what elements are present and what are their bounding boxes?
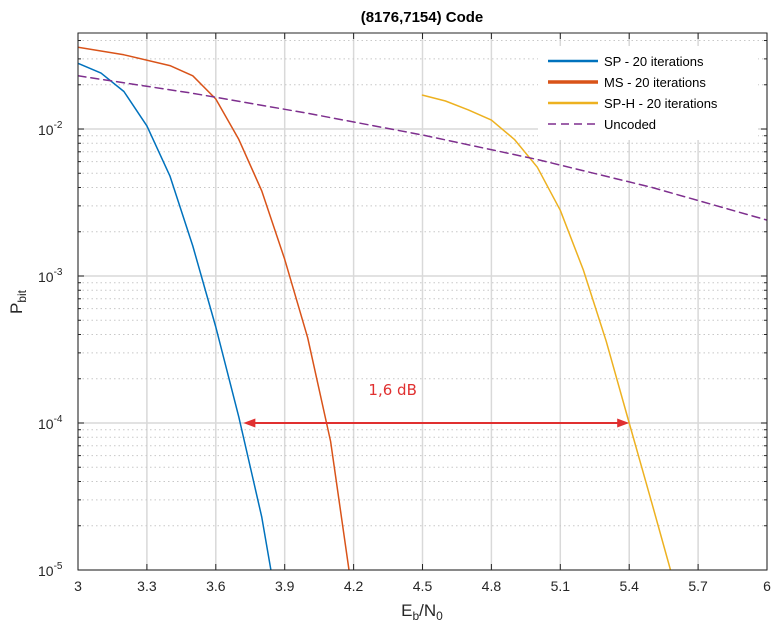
legend-entry-2: MS - 20 iterations xyxy=(604,75,706,90)
x-tick-label: 3.6 xyxy=(206,578,226,594)
y-tick-label: 10-4 xyxy=(38,414,63,432)
y-tick-label: 10-2 xyxy=(38,120,63,138)
series-line-3 xyxy=(421,94,672,570)
legend-entry-4: Uncoded xyxy=(604,117,656,132)
x-tick-label: 3.3 xyxy=(137,578,157,594)
x-tick-label: 3.9 xyxy=(275,578,295,594)
annotation-arrowhead-left xyxy=(243,418,256,428)
ticks xyxy=(77,33,768,571)
legend-entry-3: SP-H - 20 iterations xyxy=(604,96,718,111)
x-tick-label: 5.1 xyxy=(551,578,571,594)
annotation-label: 1,6 dB xyxy=(368,381,416,399)
x-tick-label: 3 xyxy=(74,578,82,594)
y-tick-label: 10-5 xyxy=(38,561,63,579)
legend: SP - 20 iterations MS - 20 iterations SP-H… xyxy=(538,46,758,140)
series-line-1 xyxy=(78,62,272,570)
x-tick-label: 6 xyxy=(763,578,771,594)
x-tick-label: 4.2 xyxy=(344,578,364,594)
x-tick-label: 4.8 xyxy=(482,578,502,594)
series-line-2 xyxy=(78,46,350,570)
series-layer xyxy=(78,46,767,570)
y-axis-label: Pbit xyxy=(7,289,29,314)
series-line-4 xyxy=(78,75,767,221)
annotation-arrowhead-right xyxy=(617,418,630,428)
legend-entry-1: SP - 20 iterations xyxy=(604,54,704,69)
x-tick-label: 5.4 xyxy=(619,578,639,594)
chart-title: (8176,7154) Code xyxy=(361,9,484,26)
x-tick-labels: 3 3.3 3.6 3.9 4.2 4.5 4.8 5.1 5.4 5.7 6 xyxy=(74,578,771,594)
y-tick-label: 10-3 xyxy=(38,267,63,285)
x-axis-label: Eb/N0 xyxy=(401,601,443,623)
y-tick-labels: 10-5 10-4 10-3 10-2 xyxy=(38,120,63,579)
x-tick-label: 4.5 xyxy=(413,578,433,594)
x-tick-label: 5.7 xyxy=(688,578,708,594)
annotation-layer: 1,6 dB xyxy=(243,381,630,428)
